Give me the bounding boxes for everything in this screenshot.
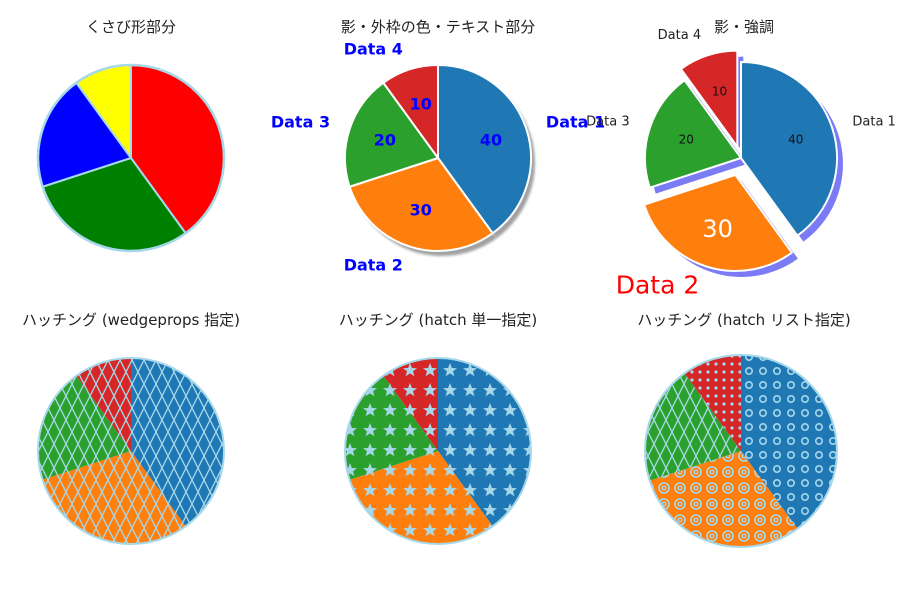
pie-chart-6 [644,354,838,548]
pie-outline [37,357,225,545]
pie-category-label: Data 2 [344,255,403,274]
pie-slice-hatch [684,355,741,451]
pie-slice-hatch [38,375,132,480]
pie-slice-hatch [42,451,186,544]
pie-slice-hatch [645,373,741,481]
pie-slice-hatch [345,375,438,480]
chart-title-1: くさび形部分 [86,18,176,36]
pie-slice-data-4 [382,64,439,159]
pie-value-label: 40 [788,133,803,147]
pie-slice-data-2 [348,157,494,252]
pie-outline [36,63,226,253]
pie-slice-hatch [131,358,225,527]
pie-value-label: 20 [679,133,694,147]
pie-chart-2: Data 1 40 Data 2 30 Data 3 20 Data 4 10 [271,40,605,275]
chart-title-4: ハッチング (wedgeprops 指定) [22,311,240,329]
pie-category-label: Data 4 [344,40,403,59]
pie-slice-data-1 [740,61,838,237]
pie-value-label: 20 [374,130,396,149]
pie-chart-4 [37,357,225,545]
chart-title-2: 影・外枠の色・テキスト部分 [341,18,536,36]
pie-value-label: 30 [702,215,733,243]
pie-slice-hatch [741,354,838,529]
chart-title-5: ハッチング (hatch 単一指定) [339,311,538,329]
pie-category-label: Data 1 [546,112,605,131]
pie-category-label: Data 1 [852,114,895,129]
pie-outline [344,357,532,545]
pie-outline [644,354,838,548]
pie-category-label: Data 2 [616,270,700,299]
pie-category-label: Data 3 [271,112,330,131]
pie-slice-data-3 [644,79,742,189]
chart-title-6: ハッチング (hatch リスト指定) [637,311,851,329]
pie-chart-3: Data 1 40 Data 230 Data 3 20 Data 4 10 [586,28,896,300]
pie-slice-data-4 [679,49,739,148]
pie-chart-1 [36,63,226,253]
pie-slice-data-2 [643,173,793,272]
pie-chart-5 [344,357,532,545]
pie-value-label: 40 [480,130,502,149]
pie-slice-hatch [76,358,131,451]
pie-slice-hatch [383,358,438,451]
pie-value-label: 30 [410,201,432,220]
pie-slice-data-3 [344,81,439,188]
chart-title-3: 影・強調 [714,18,774,36]
pie-slice-hatch [438,358,531,527]
pie-value-label: 10 [410,94,432,113]
pie-category-label: Data 3 [586,114,629,129]
pie-slice-hatch [349,451,493,544]
pie-value-label: 10 [712,84,727,98]
pie-slice-data-1 [437,64,532,235]
pie-category-label: Data 4 [658,28,701,43]
pie-slice-hatch [649,451,798,548]
